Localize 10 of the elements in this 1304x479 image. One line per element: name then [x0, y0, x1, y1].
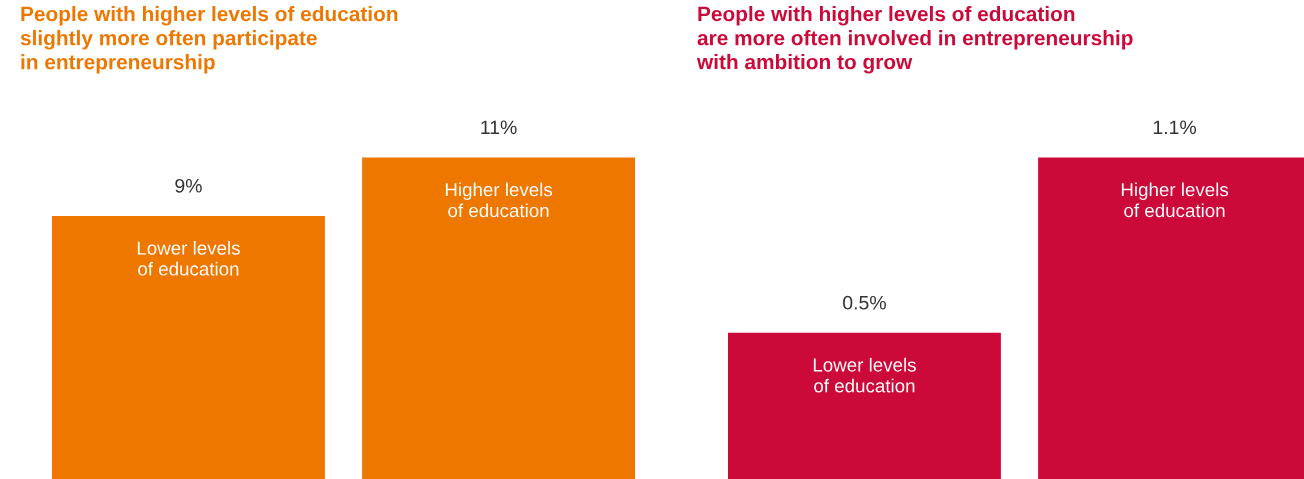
data-label: 11%: [481, 120, 517, 135]
x-tick-label: Higher levels of education: [445, 182, 553, 218]
chart-title: People with higher levels of education are more often involved in entrepreneurship with ambition to grow: [696, 6, 1133, 74]
chart-title: People with higher levels of education slightly more often participate in entrepreneurship: [20, 6, 398, 74]
x-tick-label: Higher levels of education: [1121, 182, 1229, 218]
data-label: 9%: [175, 178, 202, 193]
x-tick-label: Lower levels of education: [137, 240, 240, 276]
data-label: 0.5%: [843, 295, 886, 310]
data-label: 1.1%: [1153, 120, 1197, 135]
x-tick-label: Lower levels of education: [813, 357, 916, 393]
